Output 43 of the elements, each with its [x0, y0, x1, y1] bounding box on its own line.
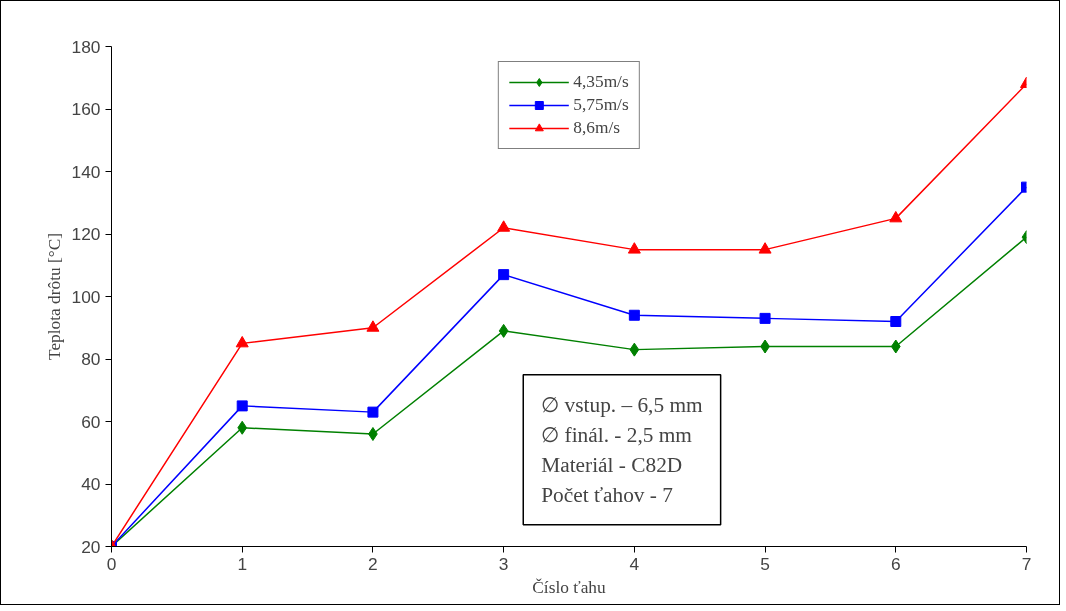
y-tick-label: 40 — [81, 474, 101, 494]
point — [758, 242, 772, 254]
point — [236, 400, 248, 412]
x-tick-label: 1 — [237, 553, 248, 574]
y-tick-label: 180 — [71, 36, 101, 57]
point — [368, 427, 378, 441]
point — [497, 220, 511, 232]
annotation: Počet ťahov - 7 — [541, 482, 674, 507]
x-tick-label: 2 — [368, 553, 378, 574]
point — [366, 320, 380, 332]
point — [627, 242, 641, 254]
point — [498, 323, 509, 338]
y-tick-label: 140 — [71, 161, 101, 182]
point — [889, 210, 903, 223]
x-tick-label: 7 — [1021, 553, 1032, 574]
point — [235, 335, 249, 348]
point — [367, 406, 379, 418]
legend-label: 4,35m/s — [573, 72, 629, 92]
legend-label: 8,6m/s — [573, 118, 621, 138]
point — [498, 269, 510, 281]
x-tick-label: 6 — [890, 553, 901, 574]
point — [237, 420, 248, 435]
x-tick-label: 5 — [760, 553, 770, 574]
point — [759, 312, 771, 324]
x-tick-label: 0 — [106, 553, 117, 574]
annotation: ∅ vstup. – 6,5 mm — [541, 392, 704, 417]
y-tick-label: 80 — [81, 349, 101, 369]
point — [629, 342, 640, 357]
y-tick-label: 100 — [71, 286, 101, 307]
x-tick-label: 3 — [498, 553, 509, 574]
annotation: Materiál - C82D — [541, 452, 683, 477]
y-tick-label: 120 — [71, 224, 101, 244]
annotation: ∅ finál. - 2,5 mm — [541, 422, 693, 447]
legend-label: 5,75m/s — [573, 95, 629, 115]
x-axis-title: Číslo ťahu — [532, 577, 607, 597]
point — [890, 339, 901, 354]
y-tick-label: 160 — [71, 99, 101, 119]
point — [628, 309, 640, 321]
y-tick-label: 20 — [81, 536, 101, 557]
y-axis-title: Teplota drôtu [°C] — [44, 233, 64, 360]
point — [890, 316, 902, 327]
y-tick-label: 60 — [81, 411, 101, 432]
x-tick-label: 4 — [629, 553, 640, 574]
